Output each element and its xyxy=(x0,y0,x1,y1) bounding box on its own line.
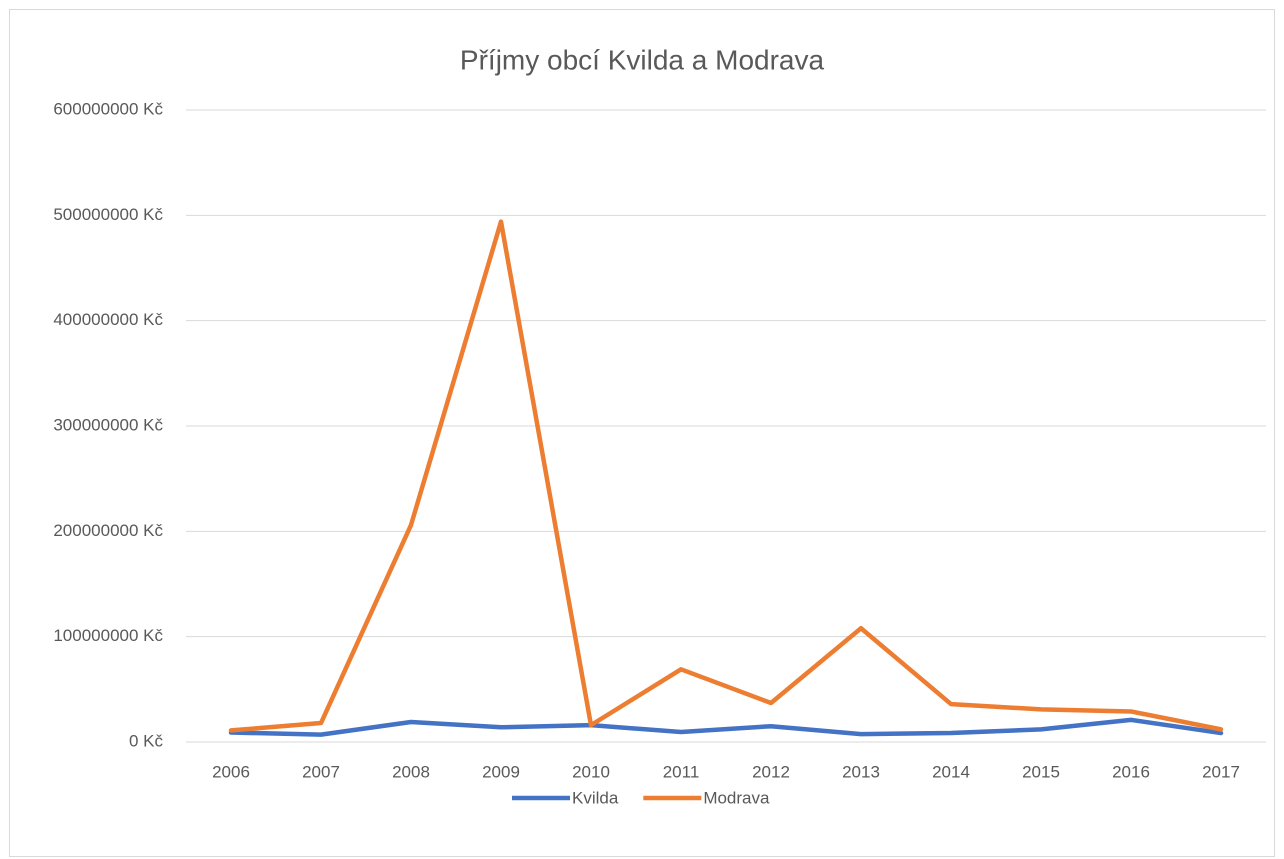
x-tick-label: 2008 xyxy=(392,762,430,781)
x-tick-label: 2007 xyxy=(302,762,340,781)
legend-label: Kvilda xyxy=(572,788,619,807)
x-tick-label: 2015 xyxy=(1022,762,1060,781)
x-tick-label: 2016 xyxy=(1112,762,1150,781)
y-tick-label: 200000000 Kč xyxy=(53,521,163,540)
y-tick-label: 0 Kč xyxy=(129,731,164,750)
chart-border xyxy=(9,9,1275,857)
series-line xyxy=(228,219,1224,733)
x-tick-label: 2010 xyxy=(572,762,610,781)
x-tick-label: 2012 xyxy=(752,762,790,781)
x-tick-label: 2011 xyxy=(663,762,700,781)
y-tick-label: 500000000 Kč xyxy=(53,205,163,224)
x-tick-label: 2009 xyxy=(482,762,520,781)
series-line xyxy=(228,717,1224,737)
y-tick-label: 400000000 Kč xyxy=(53,310,163,329)
x-tick-label: 2017 xyxy=(1202,762,1240,781)
chart-title: Příjmy obcí Kvilda a Modrava xyxy=(460,44,825,75)
legend-label: Modrava xyxy=(703,788,770,807)
y-tick-label: 100000000 Kč xyxy=(53,626,163,645)
y-tick-label: 600000000 Kč xyxy=(53,99,163,118)
x-tick-label: 2013 xyxy=(842,762,880,781)
y-tick-label: 300000000 Kč xyxy=(53,415,163,434)
x-tick-label: 2006 xyxy=(212,762,250,781)
x-tick-label: 2014 xyxy=(932,762,970,781)
